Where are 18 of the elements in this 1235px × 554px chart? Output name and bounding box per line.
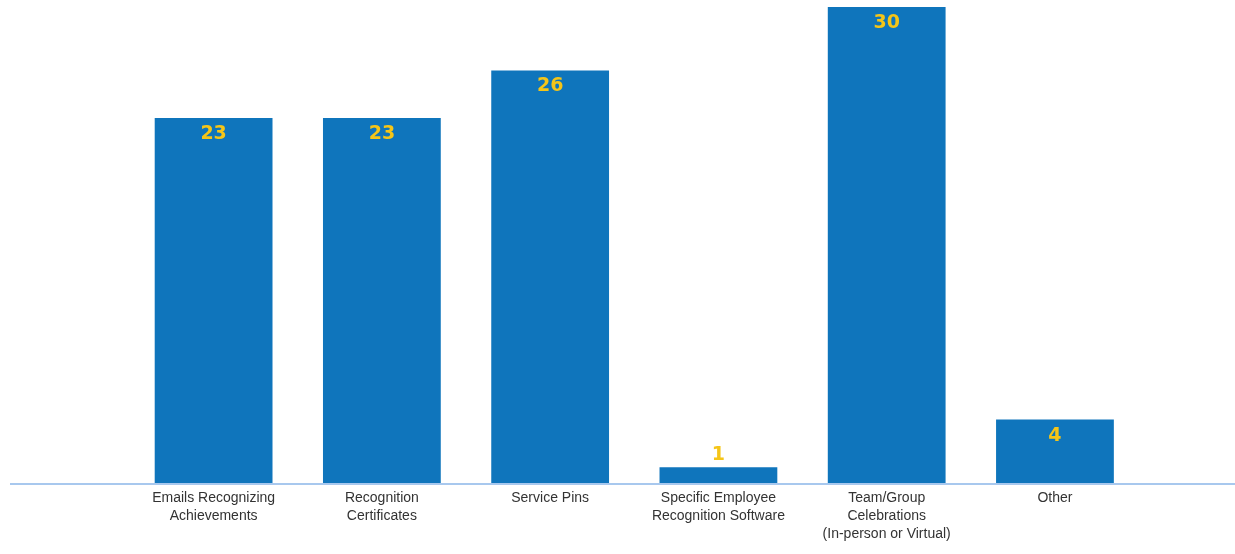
bar bbox=[659, 467, 778, 483]
data-label: 30 bbox=[873, 10, 900, 32]
x-tick-label: Emails Recognizing Achievements bbox=[152, 488, 276, 523]
data-label: 26 bbox=[536, 73, 564, 96]
data-label: 23 bbox=[200, 121, 227, 144]
x-tick-label: Other bbox=[1037, 488, 1073, 505]
x-tick-label: Service Pins bbox=[511, 488, 590, 505]
bar bbox=[491, 70, 610, 483]
data-label: 4 bbox=[1048, 422, 1062, 445]
x-tick-label: Recognition Certificates bbox=[344, 488, 419, 523]
data-label: 23 bbox=[368, 121, 396, 144]
bar bbox=[827, 7, 946, 483]
x-tick-label: Team/Group Celebrations (In-person or Virtual) bbox=[822, 488, 951, 542]
x-tick-label: Specific Employee Recognition Software bbox=[651, 488, 786, 523]
data-label: 1 bbox=[711, 442, 726, 465]
bar bbox=[154, 118, 273, 483]
bar bbox=[996, 419, 1114, 483]
bar bbox=[322, 118, 441, 483]
